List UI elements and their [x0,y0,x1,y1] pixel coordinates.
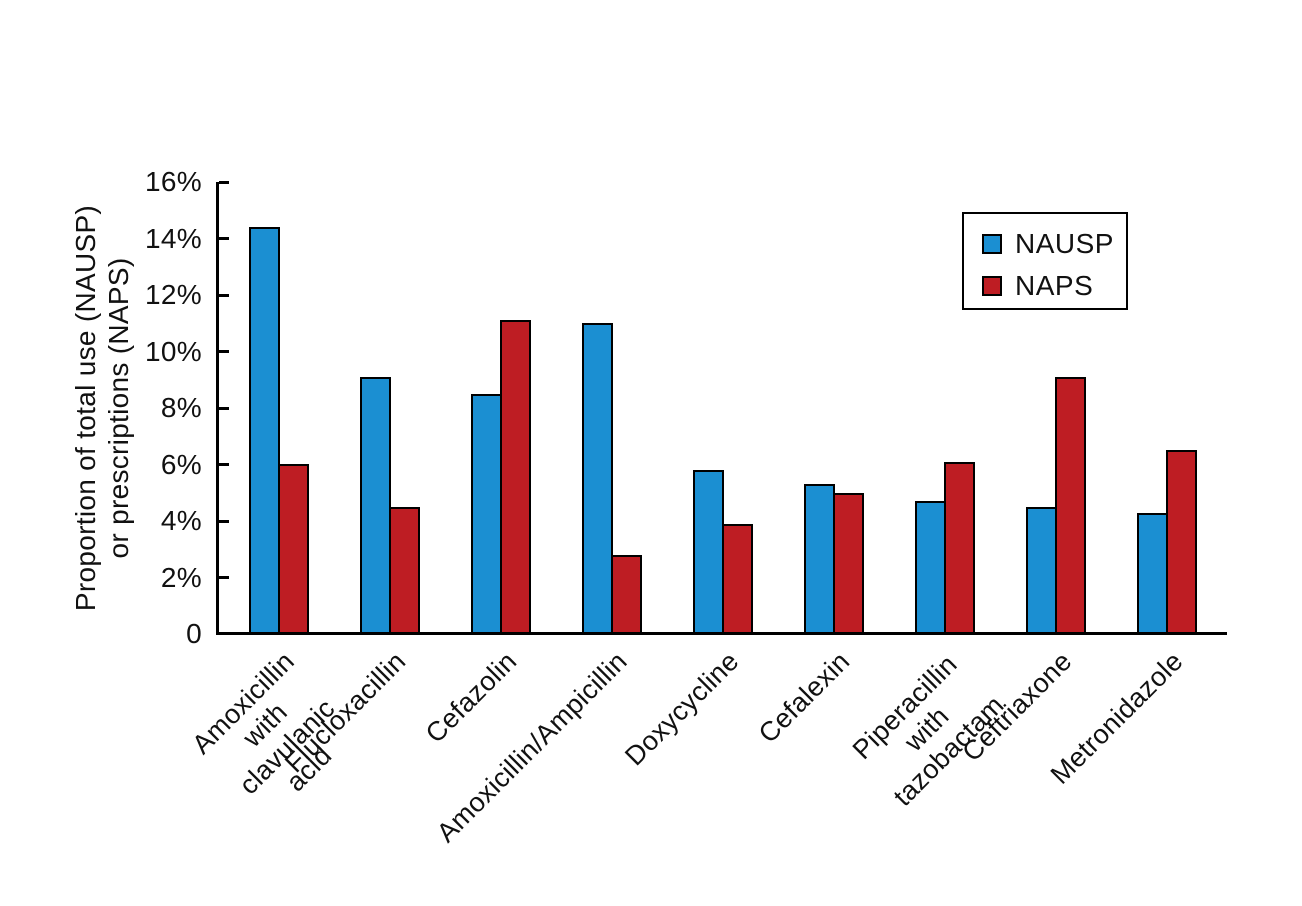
bar-naps-7 [944,462,975,634]
x-label-4: Amoxicillin/Ampicillin [431,646,634,848]
bar-nausp-1 [249,227,280,634]
bar-nausp-2 [360,377,391,634]
bar-naps-2 [389,507,420,634]
legend-swatch-nausp [982,234,1002,254]
legend: NAUSP NAPS [962,212,1128,310]
y-tick-2% [219,576,229,579]
legend-row-nausp: NAUSP [964,223,1126,265]
x-axis-line [216,632,1227,635]
y-tick-16% [219,180,229,184]
legend-label-naps: NAPS [1015,270,1094,301]
bar-nausp-4 [582,323,613,634]
bar-naps-1 [278,464,309,634]
legend-label-nausp: NAUSP [1015,228,1114,259]
bar-naps-6 [833,493,864,634]
x-label-6: Cefalexin [752,646,856,749]
y-tick-label-12%: 12% [145,279,202,310]
legend-items: NAUSP NAPS [964,223,1126,307]
y-tick-14% [219,237,229,240]
bar-naps-3 [500,320,531,634]
bar-nausp-7 [915,501,946,634]
y-tick-label-8%: 8% [160,392,202,423]
bar-nausp-9 [1137,513,1168,634]
bar-nausp-3 [471,394,502,634]
y-tick-4% [219,519,229,523]
y-tick-label-6%: 6% [160,448,202,480]
y-tick-10% [219,350,229,353]
y-tick-label-4%: 4% [160,505,202,536]
y-tick-label-10%: 10% [145,335,202,367]
y-tick-6% [219,463,229,466]
bar-naps-5 [722,524,753,634]
legend-swatch-naps [982,276,1002,296]
bar-naps-8 [1055,377,1086,634]
bar-nausp-8 [1026,507,1057,634]
x-label-5: Doxycycline [618,646,745,772]
y-tick-8% [219,406,229,410]
y-axis-title: Proportion of total use (NAUSP) or presc… [70,204,134,612]
bar-naps-4 [611,555,642,634]
plot-area: 0 2% 4% 6% 8% 10% 12% 14% 16% Amoxicillin with c… [145,167,1227,848]
y-tick-label-16%: 16% [145,166,202,197]
bar-naps-9 [1166,450,1197,634]
y-tick-label-2%: 2% [160,561,202,593]
bar-nausp-5 [693,470,724,634]
y-tick-label-14%: 14% [145,222,202,254]
y-tick-label-0: 0 [186,618,202,649]
y-axis-line [216,182,219,635]
bar-nausp-6 [804,484,835,634]
y-tick-12% [219,293,229,297]
x-label-3: Cefazolin [419,646,523,749]
legend-row-naps: NAPS [964,265,1126,307]
